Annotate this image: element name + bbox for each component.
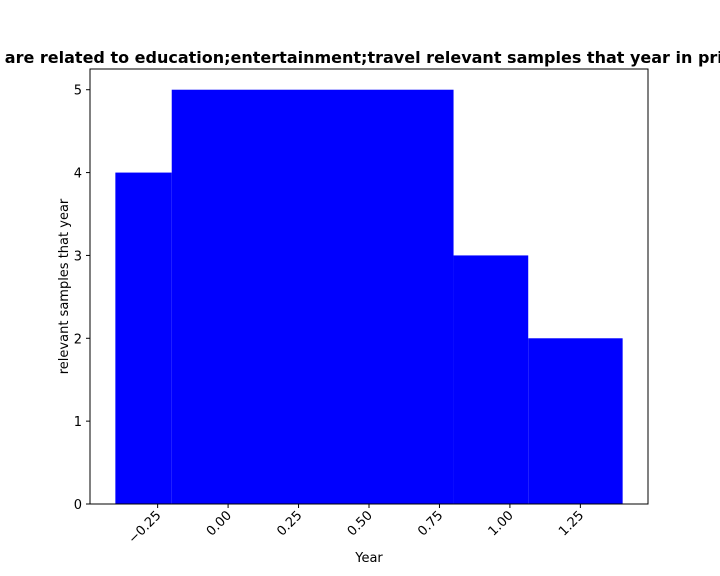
x-tick-label: 0.50 <box>345 508 376 539</box>
x-tick-label: 1.25 <box>556 508 587 539</box>
bar-1 <box>171 89 454 504</box>
y-axis-label: relevant samples that year <box>57 198 72 374</box>
bar-2 <box>453 255 529 504</box>
x-tick-label: −0.25 <box>126 508 165 547</box>
y-tick-label: 1 <box>74 415 82 430</box>
bar-0 <box>115 172 172 505</box>
y-tick-label: 5 <box>74 84 82 99</box>
x-tick-label: 0.25 <box>274 508 305 539</box>
y-tick-label: 0 <box>74 498 82 513</box>
bars <box>115 89 623 505</box>
y-axis-ticks: 0 1 2 3 4 5 <box>74 84 90 513</box>
x-axis-label: Year <box>354 551 383 566</box>
y-tick-label: 4 <box>74 167 82 182</box>
chart-title: are related to education;entertainment;t… <box>5 48 720 67</box>
x-tick-label: 0.75 <box>415 508 446 539</box>
x-tick-label: 0.00 <box>204 508 235 539</box>
y-tick-label: 3 <box>74 249 82 264</box>
bar-3 <box>528 338 623 504</box>
y-tick-label: 2 <box>74 332 82 347</box>
x-tick-label: 1.00 <box>486 508 517 539</box>
x-axis-ticks: −0.25 0.00 0.25 0.50 0.75 1.00 1.25 <box>126 504 587 547</box>
